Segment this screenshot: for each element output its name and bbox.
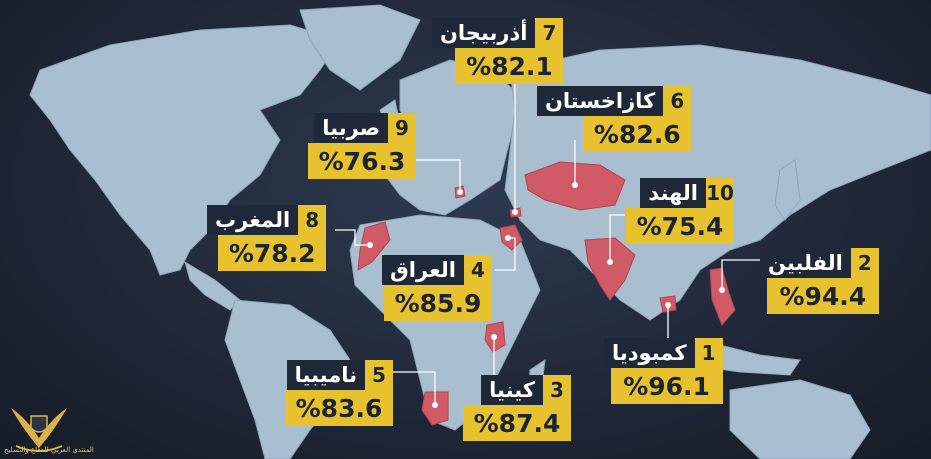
percent-value: %83.6	[285, 390, 393, 426]
rank-badge: 2	[850, 248, 879, 278]
country-name: الهند	[640, 178, 706, 208]
dot-india	[607, 259, 613, 265]
country-name: أذربيجان	[432, 18, 536, 48]
label-namibia: ناميبيا 5 %83.6	[285, 360, 393, 426]
percent-value: %94.4	[766, 278, 879, 314]
leader-iraq	[495, 237, 516, 271]
label-morocco: المغرب 8 %78.2	[207, 205, 327, 271]
rank-badge: 4	[463, 255, 492, 285]
australia-landmass	[729, 379, 871, 459]
dot-kazakhstan	[572, 182, 578, 188]
namibia-shape	[421, 391, 449, 426]
label-philippines: الفلبين 2 %94.4	[760, 248, 879, 314]
leader-morocco	[335, 229, 370, 246]
rank-badge: 9	[388, 113, 416, 143]
country-name: ناميبيا	[286, 360, 365, 390]
country-name: كازاخستان	[537, 86, 664, 116]
leader-serbia	[415, 159, 461, 192]
percent-value: %85.9	[383, 285, 492, 321]
morocco-shape	[357, 221, 391, 271]
rank-badge: 8	[298, 205, 327, 235]
percent-value: %78.2	[218, 235, 327, 271]
forum-logo-icon	[11, 408, 67, 452]
label-serbia: صربيا 9 %76.3	[308, 113, 416, 179]
country-name: الفلبين	[760, 248, 851, 278]
logo-caption: المنتدى العربي للدفاع والتسليح	[4, 446, 94, 454]
percent-value: %82.6	[583, 116, 692, 152]
dot-philippines	[719, 287, 725, 293]
label-cambodia: كمبوديا 1 %96.1	[604, 338, 723, 404]
country-name: صربيا	[314, 113, 388, 143]
country-name: كينيا	[481, 375, 543, 405]
dot-morocco	[367, 242, 373, 248]
percent-value: %96.1	[610, 368, 723, 404]
rank-badge: 5	[365, 360, 393, 390]
leader-namibia	[390, 371, 436, 405]
rank-badge: 3	[543, 375, 571, 405]
dot-iraq	[505, 235, 511, 241]
leader-philippines	[721, 259, 760, 290]
leader-india	[609, 214, 625, 262]
percent-value: %76.3	[308, 143, 416, 179]
label-india: الهند 10 %75.4	[626, 178, 734, 244]
dot-kenya	[491, 334, 497, 340]
india-shape	[584, 237, 636, 301]
central-america-landmass	[184, 260, 241, 311]
dot-cambodia	[665, 302, 671, 308]
percent-value: %87.4	[463, 405, 571, 441]
rank-badge: 7	[535, 18, 564, 48]
dot-serbia	[457, 189, 463, 195]
rank-badge: 10	[706, 178, 734, 208]
japan-landmass	[774, 159, 801, 221]
label-iraq: العراق 4 %85.9	[382, 255, 492, 321]
label-kenya: كينيا 3 %87.4	[463, 375, 571, 441]
greenland-landmass	[299, 4, 421, 91]
label-kazakhstan: كازاخستان 6 %82.6	[537, 86, 692, 152]
label-azerbaijan: أذربيجان 7 %82.1	[432, 18, 564, 84]
rank-badge: 1	[694, 338, 723, 368]
country-name: العراق	[382, 255, 464, 285]
country-name: كمبوديا	[604, 338, 695, 368]
country-name: المغرب	[207, 205, 299, 235]
rank-badge: 6	[663, 86, 692, 116]
percent-value: %82.1	[455, 48, 564, 84]
dot-azerbaijan	[512, 209, 518, 215]
percent-value: %75.4	[626, 208, 734, 244]
dot-namibia	[432, 402, 438, 408]
